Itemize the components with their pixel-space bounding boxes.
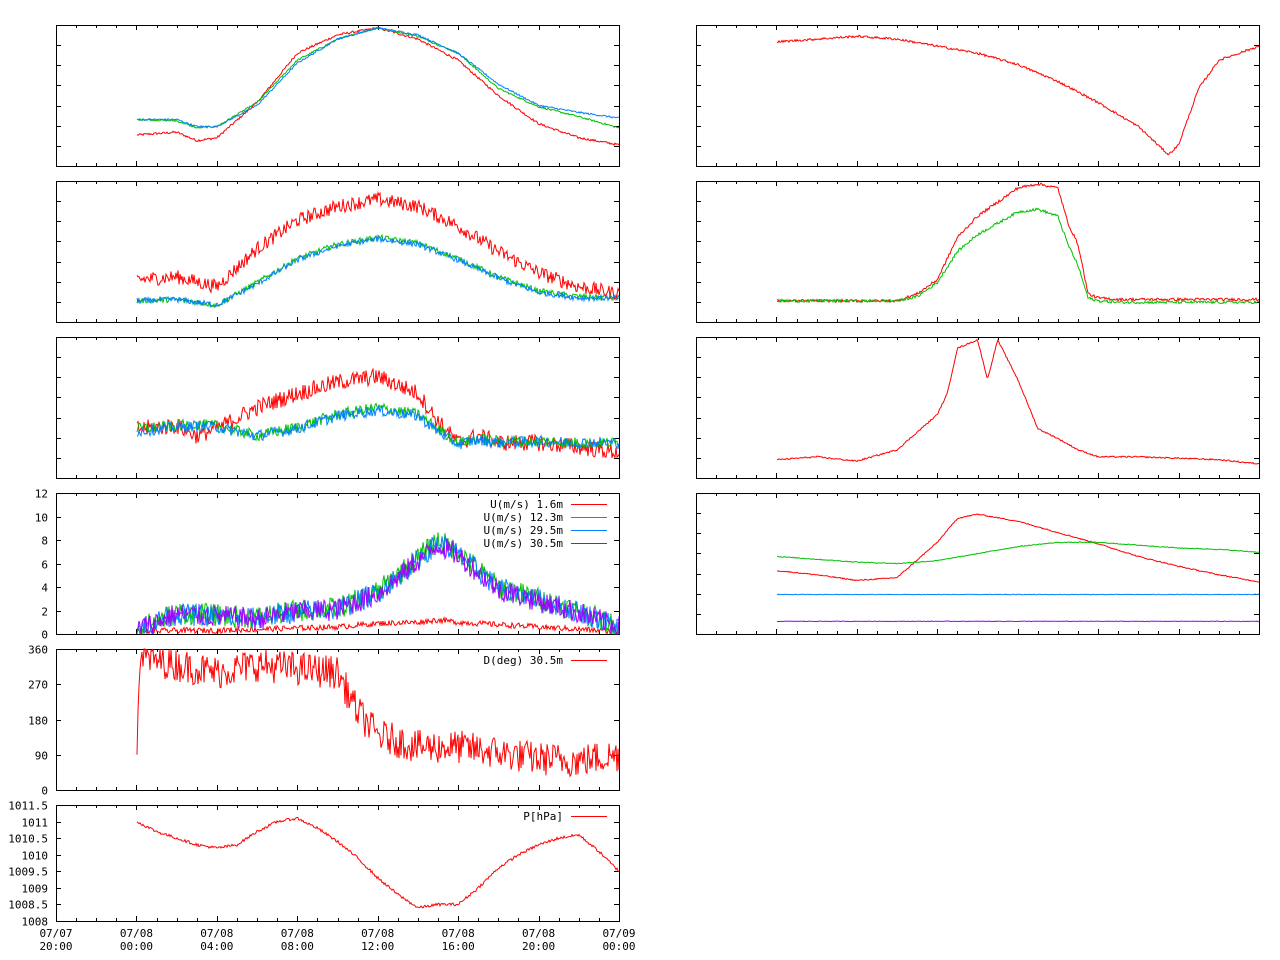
series-line xyxy=(776,620,1259,623)
series-line xyxy=(136,616,620,635)
x-tick-time: 12:00 xyxy=(361,940,394,953)
x-tick-time: 20:00 xyxy=(39,940,72,953)
panel-right-3 xyxy=(696,493,1260,635)
series-line xyxy=(776,182,1260,304)
legend-label: P[hPa] xyxy=(523,810,563,823)
y-tick-label: 2 xyxy=(41,606,48,619)
legend-label: U(m/s) 12.3m xyxy=(484,511,564,524)
x-tick-date: 07/08 xyxy=(442,927,475,940)
y-tick-label: 0 xyxy=(41,629,48,642)
series-line xyxy=(136,648,620,778)
series-line xyxy=(136,27,620,129)
series-line xyxy=(136,538,620,635)
x-tick-time: 20:00 xyxy=(522,940,555,953)
y-tick-label: 8 xyxy=(41,535,48,548)
y-tick-label: 180 xyxy=(28,715,48,728)
series-line xyxy=(776,34,1260,156)
plot-frame xyxy=(56,337,620,479)
x-tick-time: 08:00 xyxy=(281,940,314,953)
x-tick-time: 04:00 xyxy=(200,940,233,953)
legend-label: U(m/s) 30.5m xyxy=(484,537,564,550)
series-line xyxy=(136,190,620,302)
plot-frame xyxy=(56,25,620,167)
y-tick-label: 1009.5 xyxy=(8,866,48,879)
x-tick-date: 07/08 xyxy=(281,927,314,940)
x-tick-date: 07/09 xyxy=(602,927,635,940)
legend-label: U(m/s) 1.6m xyxy=(490,498,563,511)
y-tick-label: 1011.5 xyxy=(8,800,48,813)
y-tick-label: 0 xyxy=(41,785,48,798)
x-tick-date: 07/08 xyxy=(361,927,394,940)
y-tick-label: 1008 xyxy=(22,916,49,929)
panel-left-1 xyxy=(56,181,620,323)
panel-wind-speed: 0 2 4 6 8 10 12 U(m/s) 1.6mU(m/s) 12.3mU(m/s) 2… xyxy=(35,488,620,642)
legend-label: D(deg) 30.5m xyxy=(484,654,564,667)
x-tick-time: 00:00 xyxy=(602,940,635,953)
y-tick-label: 6 xyxy=(41,559,48,572)
series-line xyxy=(136,405,620,450)
plot-frame xyxy=(696,25,1260,167)
panel-right-2 xyxy=(696,337,1260,479)
series-line xyxy=(136,235,620,309)
y-tick-label: 360 xyxy=(28,644,48,657)
series-line xyxy=(776,541,1260,565)
panel-pressure: 1008 1008.5 1009 1009.5 1010 1010.5 1011 1011.5… xyxy=(8,800,620,929)
series-line xyxy=(136,816,620,909)
panel-right-0 xyxy=(696,25,1260,167)
panel-left-0 xyxy=(56,25,620,167)
panel-right-1 xyxy=(696,181,1260,323)
series-line xyxy=(777,207,1260,305)
x-tick-date: 07/08 xyxy=(200,927,233,940)
y-tick-label: 1008.5 xyxy=(8,899,48,912)
x-tick-date: 07/08 xyxy=(120,927,153,940)
x-tick-time: 00:00 xyxy=(120,940,153,953)
x-axis-labels: 07/0720:0007/0800:0007/0804:0007/0808:00… xyxy=(39,927,635,953)
panel-wind-direction: 0 90 180 270 360 D(deg) 30.5m xyxy=(28,644,620,798)
y-tick-label: 90 xyxy=(35,750,48,763)
y-tick-label: 270 xyxy=(28,679,48,692)
series-line xyxy=(136,26,619,129)
series-line xyxy=(136,26,620,146)
series-line xyxy=(776,513,1260,583)
x-tick-date: 07/07 xyxy=(39,927,72,940)
y-tick-label: 1010 xyxy=(22,850,49,863)
y-tick-label: 1009 xyxy=(22,883,49,896)
series-line xyxy=(776,338,1260,465)
y-tick-label: 4 xyxy=(41,582,48,595)
panel-left-2 xyxy=(56,337,620,479)
x-tick-time: 16:00 xyxy=(442,940,475,953)
y-tick-label: 1011 xyxy=(22,817,49,830)
y-tick-label: 10 xyxy=(35,512,48,525)
x-tick-date: 07/08 xyxy=(522,927,555,940)
y-tick-label: 1010.5 xyxy=(8,833,48,846)
y-tick-label: 12 xyxy=(35,488,48,501)
legend-label: U(m/s) 29.5m xyxy=(484,524,564,537)
series-line xyxy=(776,593,1260,596)
